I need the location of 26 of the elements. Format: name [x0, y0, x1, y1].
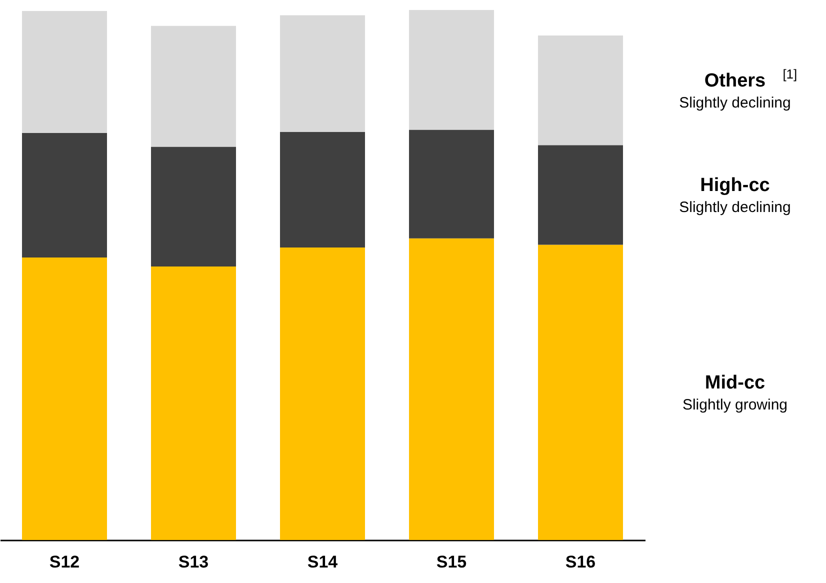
bar	[538, 35, 623, 146]
x-tick-label: S14	[307, 552, 338, 572]
bar	[409, 130, 494, 238]
x-tick-label: S13	[178, 552, 209, 572]
text: Slightly declining	[679, 198, 791, 216]
bar	[22, 11, 107, 133]
bar	[538, 244, 623, 540]
bar	[409, 238, 494, 540]
text: High-cc	[700, 174, 770, 196]
bar	[151, 266, 236, 540]
text: Mid-cc	[704, 372, 766, 394]
x-tick-label: S16	[565, 552, 596, 572]
text: Others[1]	[704, 66, 798, 92]
text: Slightly growing	[682, 396, 788, 414]
bar	[151, 26, 236, 147]
bar	[22, 258, 107, 540]
x-tick-label: S15	[436, 552, 467, 572]
bar	[409, 10, 494, 130]
bar	[280, 132, 365, 248]
bar	[22, 132, 107, 258]
bar	[538, 145, 623, 245]
bar	[280, 15, 365, 132]
bar	[151, 146, 236, 267]
x-tick-label: S12	[49, 552, 80, 572]
text: Slightly declining	[679, 94, 791, 112]
bar	[280, 247, 365, 540]
